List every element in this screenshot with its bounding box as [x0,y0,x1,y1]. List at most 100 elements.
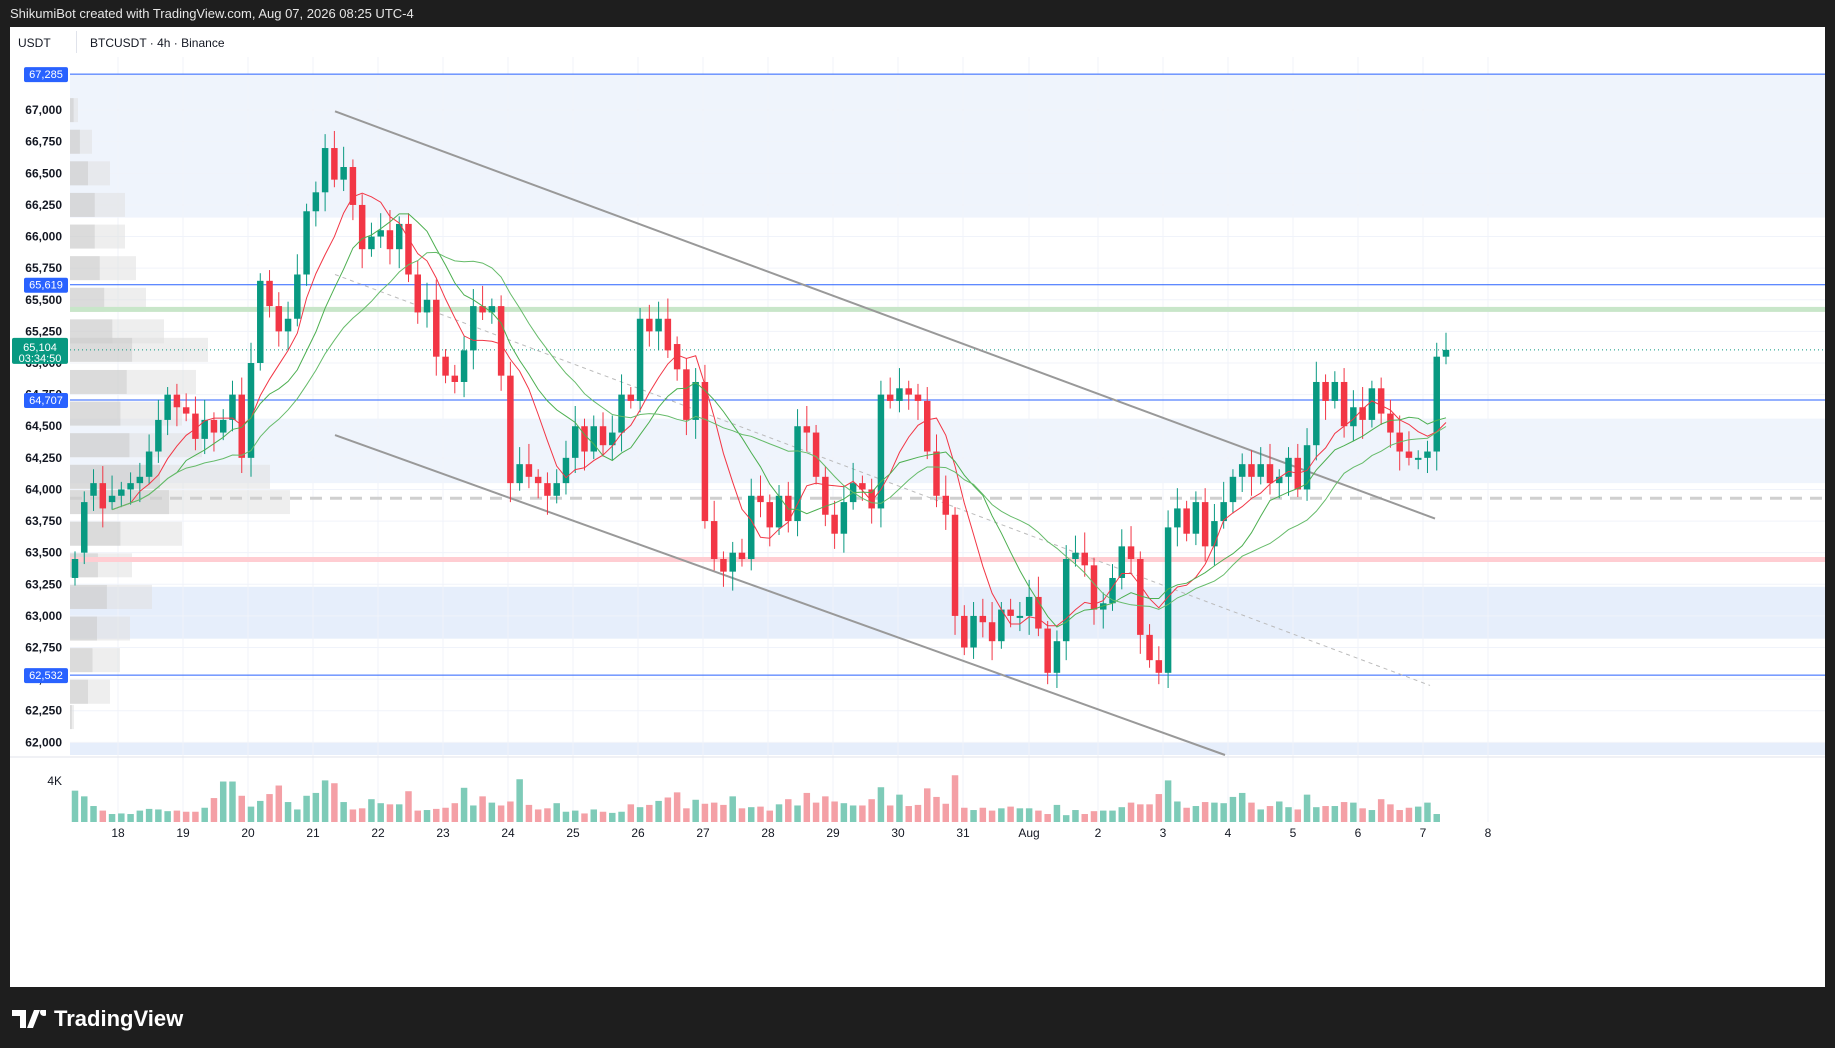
volume-bar [442,807,449,822]
candle-body [405,223,412,275]
candle-body [257,280,264,364]
y-tick-label: 66,750 [25,135,62,149]
volume-bar [1211,802,1218,822]
candle-body [747,495,755,560]
y-tick-label: 65,500 [25,293,62,307]
volume-profile-bar [70,401,182,426]
x-tick-label: 31 [956,826,970,840]
volume-bar [636,807,644,822]
volume-bar [599,811,607,822]
tradingview-logo[interactable]: TradingView [12,1006,183,1032]
volume-profile-bar [70,369,196,394]
candle-body [534,476,542,484]
y-tick-label: 62,250 [25,704,62,718]
candle-body [479,306,486,313]
y-tick-label: 65,250 [25,324,62,338]
candle-body [395,223,403,250]
chart-frame: USDT BTCUSDT · 4h · Binance 62,000 62,250… [10,27,1825,987]
brand-name: TradingView [54,1006,184,1031]
candlestick-chart[interactable]: 62,00062,25062,50062,75063,00063,25063,5… [10,27,1825,987]
candle-body [1387,413,1394,433]
candle-body [1062,559,1070,642]
candle-body [275,306,283,332]
x-tick-label: 27 [696,826,710,840]
volume-bar [544,808,551,822]
volume-bar [1405,807,1413,822]
y-tick-label: 62,000 [25,735,62,749]
x-tick-label: 26 [631,826,645,840]
candle-body [340,167,347,180]
candle-body [646,318,653,332]
volume-bar [849,805,857,822]
candle-body [238,394,245,458]
volume-bar [655,800,662,822]
candle-body [470,306,477,351]
candle-body [710,521,718,560]
x-tick-label: 30 [891,826,905,840]
candle-body [683,369,690,420]
volume-bar [831,801,838,822]
volume-profile-bar [70,705,72,730]
volume-bar [525,804,533,822]
volume-bar [822,796,829,822]
volume-bar [775,804,783,822]
volume-bar [998,808,1005,822]
candle-body [664,318,672,351]
volume-profile-bar [70,192,125,217]
x-tick-label: Aug [1018,826,1039,840]
volume-bar [405,791,412,822]
candle-body [775,495,783,528]
candle-body [294,274,301,319]
price-level-badge [24,67,68,83]
candle-body [368,236,375,250]
volume-bar [1007,806,1014,822]
volume-bar [859,805,866,822]
volume-bar [182,811,190,822]
volume-bar [1155,794,1163,822]
candle-body [609,432,616,446]
volume-bar [1257,809,1264,822]
candle-body [1146,634,1153,661]
candle-body [914,394,922,401]
candle-body [312,192,320,212]
candle-body [988,622,996,642]
candle-body [1072,552,1079,560]
volume-profile-bar [70,256,100,281]
candle-body [442,356,449,376]
candle-body [192,413,199,439]
volume-bar [627,804,635,822]
volume-bar [1183,807,1190,822]
candle-body [173,394,181,408]
volume-bar [433,808,440,822]
y-tick-label: 64,250 [25,451,62,465]
volume-bar [1146,804,1153,822]
volume-bar [683,808,690,822]
candle-body [1090,565,1098,610]
volume-bar [794,805,801,822]
price-level-label: 67,285 [29,69,63,81]
volume-bar [90,806,97,822]
x-tick-label: 22 [371,826,385,840]
currency-unit[interactable]: USDT [18,36,51,50]
symbol-title[interactable]: BTCUSDT · 4h · Binance [90,36,225,50]
candle-body [571,426,579,458]
volume-bar [581,813,588,822]
volume-bar [1276,801,1283,822]
volume-bar [553,803,560,822]
volume-bar [701,803,709,822]
volume-bar [738,808,746,822]
volume-bar [1368,810,1376,822]
volume-bar [1053,804,1061,822]
volume-bar [1350,802,1357,822]
volume-bar [247,806,255,822]
volume-bar [710,802,718,822]
candle-body [525,464,533,477]
candle-body [822,476,829,515]
candle-body [831,514,838,534]
x-tick-label: 8 [1485,826,1492,840]
volume-bar [886,805,894,822]
candle-body [905,388,912,395]
candle-body [627,394,635,401]
price-level-label: 62,532 [29,670,63,682]
volume-bar [257,800,264,822]
